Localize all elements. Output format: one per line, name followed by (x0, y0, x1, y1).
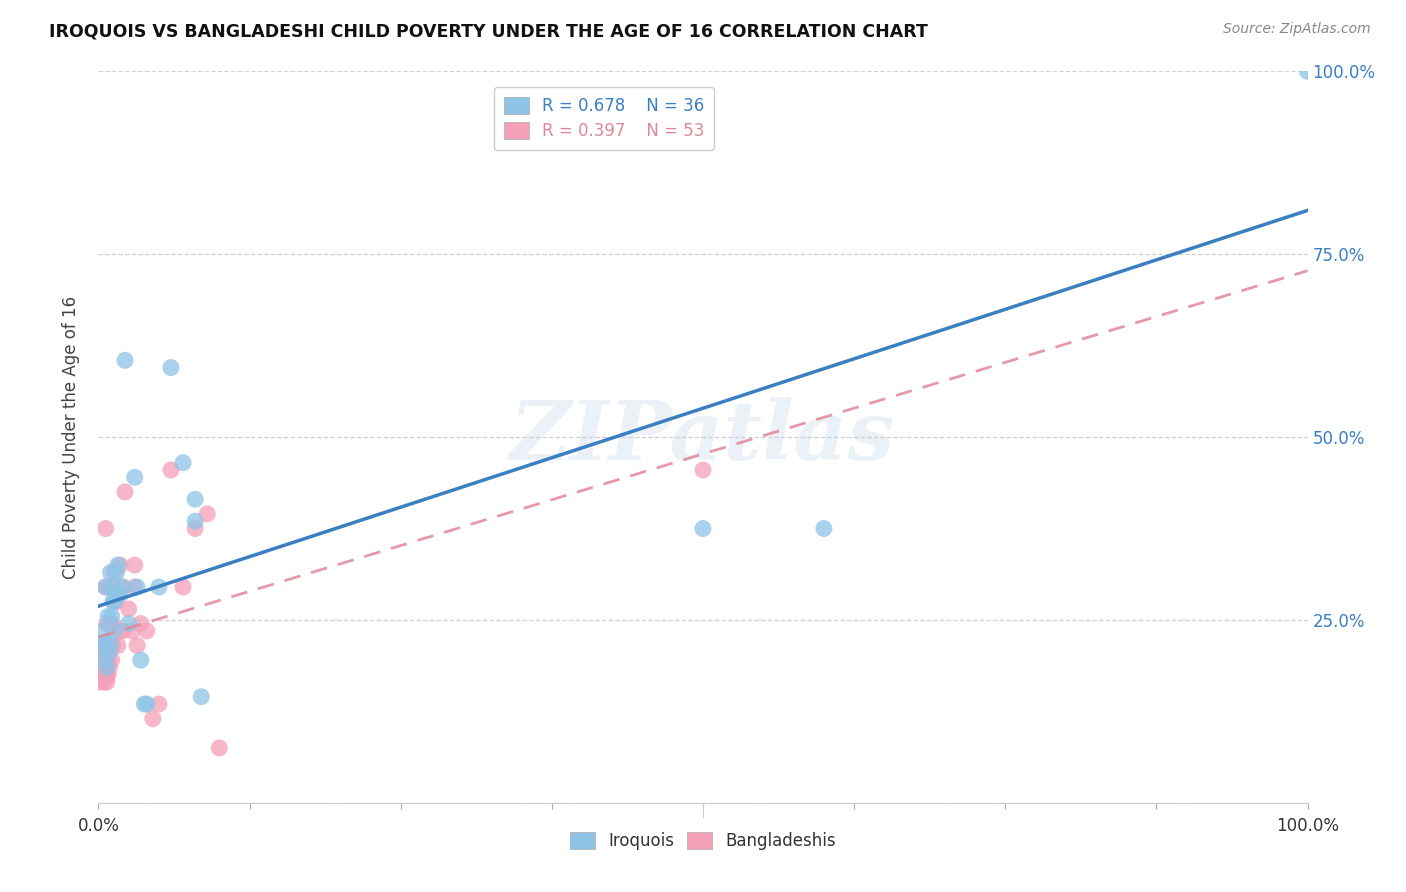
Point (96, 667, 118, 681)
Point (135, 624, 157, 638)
Point (93, 653, 115, 667)
Point (111, 624, 134, 638)
Point (129, 653, 152, 667)
Point (111, 580, 134, 594)
Point (134, 697, 156, 711)
Point (124, 470, 146, 484)
Point (100, 566, 122, 580)
Point (100, 580, 122, 594)
Point (108, 587, 131, 601)
Point (91, 639, 114, 653)
Point (114, 353, 136, 368)
Point (91, 624, 114, 638)
Point (100, 653, 122, 667)
Text: ZIPatlas: ZIPatlas (510, 397, 896, 477)
Point (108, 624, 131, 638)
Point (94, 521, 117, 535)
Point (103, 624, 125, 638)
Point (90, 653, 112, 667)
Point (184, 492, 207, 507)
Point (100, 616, 122, 631)
Point (101, 580, 124, 594)
Point (91, 653, 114, 667)
Point (93, 639, 115, 653)
Point (97, 653, 120, 667)
Point (91, 667, 114, 681)
Point (105, 594, 128, 608)
Point (94, 639, 117, 653)
Point (813, 521, 835, 535)
Point (94, 635, 117, 649)
Point (127, 639, 149, 653)
Point (103, 624, 125, 638)
Point (1296, 64, 1319, 78)
Point (97, 667, 120, 681)
Point (190, 690, 212, 704)
Point (91, 639, 114, 653)
Point (114, 485, 136, 500)
Point (160, 463, 183, 477)
Point (103, 594, 125, 608)
Point (184, 514, 207, 528)
Y-axis label: Child Poverty Under the Age of 16: Child Poverty Under the Age of 16 (62, 295, 80, 579)
Point (96, 675, 118, 690)
Point (107, 639, 129, 653)
Point (172, 456, 194, 470)
Point (692, 521, 714, 535)
Text: IROQUOIS VS BANGLADESHI CHILD POVERTY UNDER THE AGE OF 16 CORRELATION CHART: IROQUOIS VS BANGLADESHI CHILD POVERTY UN… (49, 22, 928, 40)
Point (111, 580, 134, 594)
Point (148, 580, 170, 594)
Point (142, 712, 165, 726)
Point (96, 639, 118, 653)
Point (98, 660, 121, 674)
Point (118, 616, 141, 631)
Point (135, 697, 157, 711)
Point (98, 639, 121, 653)
Point (124, 580, 146, 594)
Point (100, 616, 122, 631)
Point (97, 609, 120, 624)
Point (100, 609, 122, 624)
Legend: Iroquois, Bangladeshis: Iroquois, Bangladeshis (562, 825, 844, 856)
Point (100, 639, 122, 653)
Point (101, 639, 124, 653)
Point (105, 587, 128, 601)
Point (148, 697, 170, 711)
Point (94, 667, 117, 681)
Point (108, 558, 131, 573)
Point (90, 667, 112, 681)
Point (692, 463, 714, 477)
Point (98, 646, 121, 660)
Point (118, 602, 141, 616)
Point (172, 580, 194, 594)
Point (90, 639, 112, 653)
Point (93, 660, 115, 674)
Point (184, 521, 207, 535)
Point (103, 566, 125, 580)
Point (127, 580, 149, 594)
Point (96, 660, 118, 674)
Point (129, 616, 152, 631)
Point (96, 616, 118, 631)
Point (124, 558, 146, 573)
Point (93, 675, 115, 690)
Point (107, 558, 129, 573)
Point (160, 360, 183, 375)
Point (94, 580, 117, 594)
Point (91, 667, 114, 681)
Point (101, 594, 124, 608)
Point (121, 624, 143, 638)
Point (105, 566, 128, 580)
Point (195, 507, 218, 521)
Point (100, 639, 122, 653)
Text: Source: ZipAtlas.com: Source: ZipAtlas.com (1223, 22, 1371, 37)
Point (89, 675, 111, 690)
Point (94, 580, 117, 594)
Point (208, 740, 231, 755)
